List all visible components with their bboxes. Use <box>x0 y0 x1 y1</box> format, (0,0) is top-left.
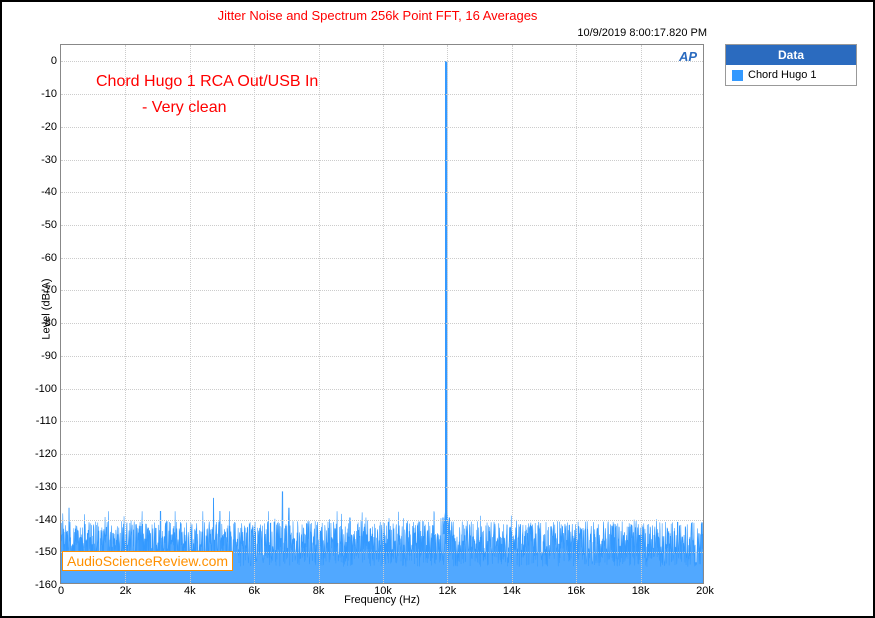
grid-line-h <box>61 520 703 521</box>
grid-line-h <box>61 192 703 193</box>
x-tick-label: 4k <box>184 585 196 597</box>
ap-logo: AP <box>679 49 697 64</box>
grid-line-h <box>61 454 703 455</box>
y-tick-label: -40 <box>41 186 57 198</box>
y-tick-label: -80 <box>41 317 57 329</box>
x-tick-label: 12k <box>439 585 457 597</box>
legend-item: Chord Hugo 1 <box>726 65 856 85</box>
x-tick-label: 18k <box>632 585 650 597</box>
chart-title: Jitter Noise and Spectrum 256k Point FFT… <box>8 8 867 23</box>
y-tick-label: -20 <box>41 121 57 133</box>
y-tick-label: -100 <box>35 383 57 395</box>
y-tick-label: -130 <box>35 481 57 493</box>
grid-line-v <box>319 45 320 583</box>
x-tick-label: 10k <box>374 585 392 597</box>
grid-line-h <box>61 258 703 259</box>
timestamp: 10/9/2019 8:00:17.820 PM <box>577 27 707 39</box>
chart-container: Jitter Noise and Spectrum 256k Point FFT… <box>8 8 867 610</box>
y-tick-label: -160 <box>35 579 57 591</box>
x-tick-label: 6k <box>248 585 260 597</box>
grid-line-h <box>61 127 703 128</box>
grid-line-h <box>61 160 703 161</box>
annotation-line1: Chord Hugo 1 RCA Out/USB In <box>96 70 318 94</box>
grid-line-v <box>254 45 255 583</box>
grid-line-h <box>61 290 703 291</box>
grid-line-v <box>447 45 448 583</box>
grid-line-v <box>576 45 577 583</box>
y-tick-label: -90 <box>41 350 57 362</box>
y-tick-label: -70 <box>41 284 57 296</box>
y-tick-label: -30 <box>41 154 57 166</box>
y-tick-label: -10 <box>41 88 57 100</box>
y-tick-label: 0 <box>51 55 57 67</box>
grid-line-h <box>61 323 703 324</box>
legend: Data Chord Hugo 1 <box>725 44 857 86</box>
legend-swatch <box>732 70 743 81</box>
y-tick-label: -120 <box>35 448 57 460</box>
x-tick-label: 16k <box>567 585 585 597</box>
grid-line-h <box>61 389 703 390</box>
grid-line-h <box>61 421 703 422</box>
grid-line-v <box>125 45 126 583</box>
x-tick-label: 20k <box>696 585 714 597</box>
y-tick-label: -140 <box>35 514 57 526</box>
y-tick-label: -50 <box>41 219 57 231</box>
y-tick-label: -150 <box>35 546 57 558</box>
grid-line-h <box>61 487 703 488</box>
x-tick-label: 0 <box>58 585 64 597</box>
data-trace <box>61 45 703 583</box>
x-tick-label: 8k <box>313 585 325 597</box>
y-tick-label: -60 <box>41 252 57 264</box>
x-tick-label: 2k <box>120 585 132 597</box>
grid-line-v <box>512 45 513 583</box>
grid-line-v <box>190 45 191 583</box>
watermark: AudioScienceReview.com <box>62 551 233 571</box>
grid-line-h <box>61 94 703 95</box>
grid-line-h <box>61 225 703 226</box>
grid-line-h <box>61 356 703 357</box>
grid-line-h <box>61 61 703 62</box>
plot-area: AP 02k4k6k8k10k12k14k16k18k20k0-10-20-30… <box>60 44 704 584</box>
annotation-line2: - Very clean <box>142 96 226 120</box>
y-tick-label: -110 <box>36 415 57 427</box>
grid-line-v <box>383 45 384 583</box>
x-tick-label: 14k <box>503 585 521 597</box>
legend-item-label: Chord Hugo 1 <box>748 69 817 81</box>
legend-header: Data <box>726 45 856 65</box>
grid-line-v <box>641 45 642 583</box>
